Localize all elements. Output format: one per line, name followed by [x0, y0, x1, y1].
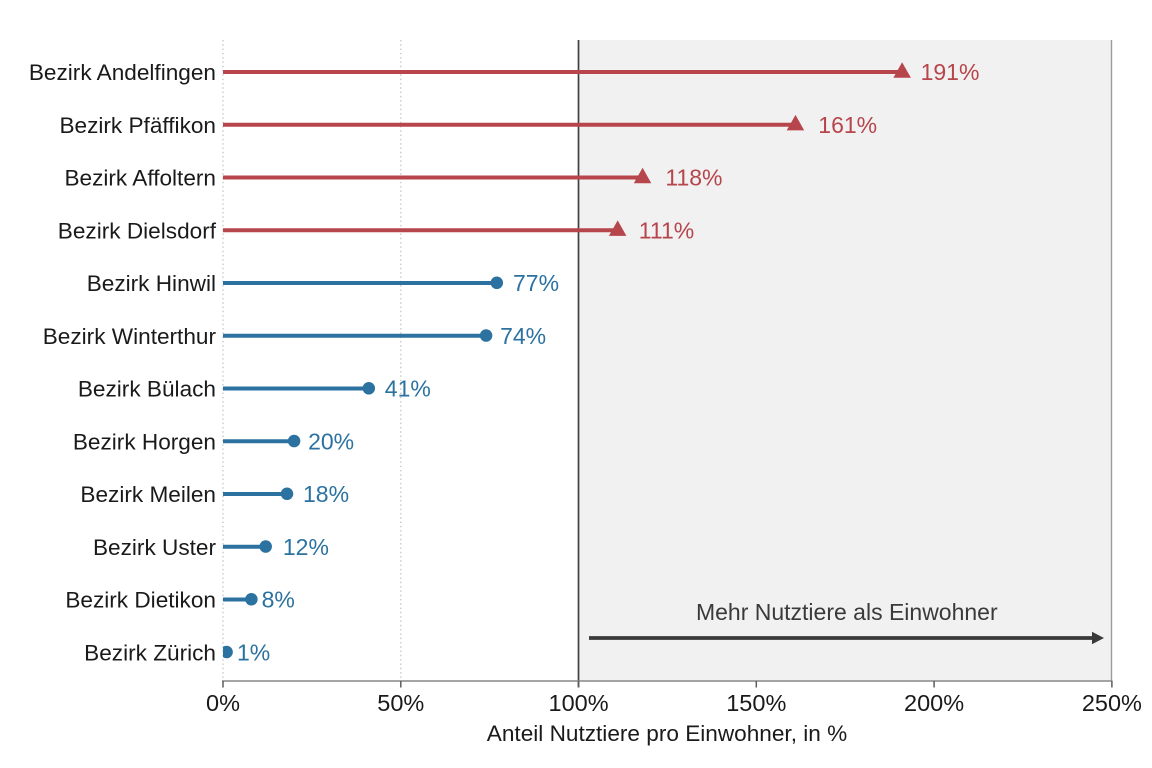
svg-text:Bezirk Dietikon: Bezirk Dietikon — [65, 588, 216, 613]
svg-text:Bezirk Uster: Bezirk Uster — [93, 535, 217, 560]
svg-text:Anteil Nutztiere pro Einwohner: Anteil Nutztiere pro Einwohner, in % — [487, 721, 847, 746]
svg-text:Bezirk Bülach: Bezirk Bülach — [78, 377, 216, 402]
svg-text:Bezirk Pfäffikon: Bezirk Pfäffikon — [59, 113, 216, 138]
svg-text:1%: 1% — [237, 639, 270, 665]
svg-text:20%: 20% — [308, 428, 354, 454]
svg-text:Bezirk Affoltern: Bezirk Affoltern — [64, 166, 216, 191]
svg-text:250%: 250% — [1082, 690, 1142, 716]
svg-text:Bezirk Meilen: Bezirk Meilen — [80, 482, 216, 507]
svg-text:191%: 191% — [921, 59, 980, 85]
svg-text:Bezirk Dielsdorf: Bezirk Dielsdorf — [58, 218, 217, 243]
svg-text:Bezirk Horgen: Bezirk Horgen — [73, 429, 216, 454]
svg-text:Bezirk Hinwil: Bezirk Hinwil — [87, 271, 216, 296]
svg-text:150%: 150% — [726, 690, 786, 716]
svg-text:18%: 18% — [303, 481, 349, 507]
svg-text:8%: 8% — [262, 587, 295, 613]
svg-text:0%: 0% — [206, 690, 240, 716]
svg-text:Bezirk Winterthur: Bezirk Winterthur — [43, 324, 217, 349]
svg-text:12%: 12% — [283, 534, 329, 560]
svg-text:Bezirk Zürich: Bezirk Zürich — [84, 640, 216, 665]
svg-text:200%: 200% — [904, 690, 964, 716]
svg-text:77%: 77% — [513, 270, 559, 296]
svg-text:74%: 74% — [500, 323, 546, 349]
svg-text:111%: 111% — [639, 217, 694, 243]
svg-text:118%: 118% — [665, 165, 722, 191]
svg-text:100%: 100% — [549, 690, 609, 716]
svg-text:50%: 50% — [377, 690, 424, 716]
svg-text:Bezirk Andelfingen: Bezirk Andelfingen — [29, 60, 216, 85]
svg-text:41%: 41% — [385, 376, 431, 402]
svg-text:161%: 161% — [818, 112, 877, 138]
svg-text:Mehr Nutztiere als Einwohner: Mehr Nutztiere als Einwohner — [696, 599, 998, 625]
